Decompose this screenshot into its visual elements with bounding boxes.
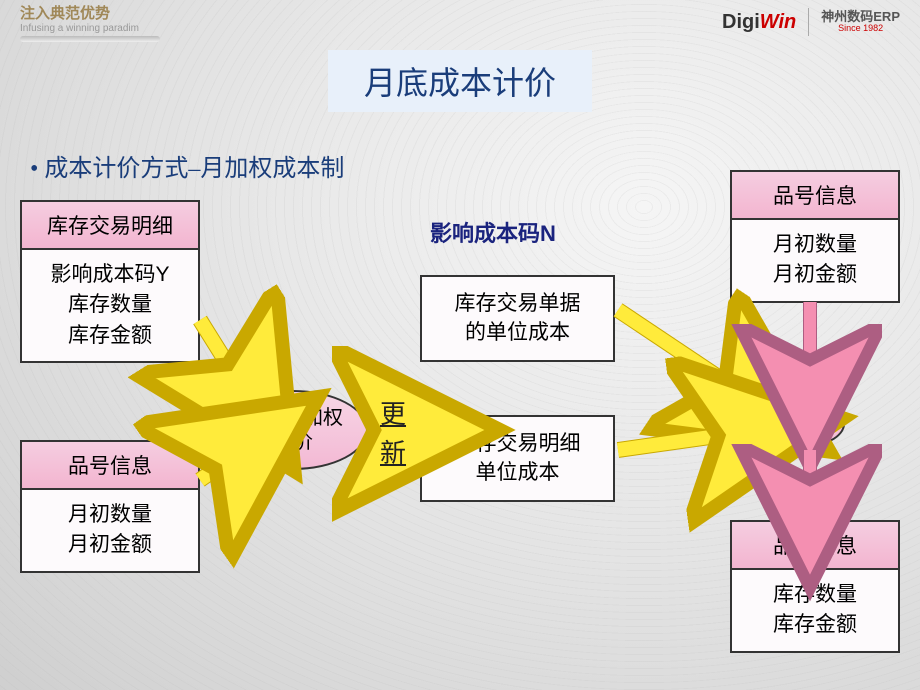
ellipse-label: 运算 [780,412,820,436]
ellipse-calc-weighted: 计算月加权单价 [218,390,368,470]
logo-digiwin: DigiWin [722,11,796,34]
logo-digi: Digi [722,11,760,33]
box-head: 品号信息 [732,522,898,570]
box-detail-unit-cost: 库存交易明细单位成本 [420,415,615,502]
box-body: 库存数量库存金额 [732,570,898,651]
label-update: 更新 [380,395,406,473]
box-body: 月初数量月初金额 [732,220,898,301]
tagline-cn: 注入典范优势 [20,2,722,23]
box-inventory-transaction: 库存交易明细 影响成本码Y库存数量库存金额 [20,200,200,363]
logo-erp-text: 神州数码ERP [821,10,900,24]
header-right: DigiWin 神州数码ERP Since 1982 [722,8,900,36]
header: 注入典范优势 Infusing a winning paradim DigiWi… [0,0,920,44]
tagline-en: Infusing a winning paradim [20,23,722,34]
box-head: 品号信息 [732,172,898,220]
subtitle: 成本计价方式–月加权成本制 [30,148,344,183]
box-head: 品号信息 [22,442,198,490]
logo-erp: 神州数码ERP Since 1982 [821,10,900,34]
header-left: 注入典范优势 Infusing a winning paradim [20,2,722,42]
logo-win: Win [760,11,796,33]
tagline-bar [20,36,160,42]
box-product-info-right-top: 品号信息 月初数量月初金额 [730,170,900,303]
page-title: 月底成本计价 [328,50,592,112]
box-product-info-left: 品号信息 月初数量月初金额 [20,440,200,573]
ellipse-compute: 运算 [755,400,845,448]
box-product-info-right-bottom: 品号信息 库存数量库存金额 [730,520,900,653]
ellipse-label: 计算月加权单价 [243,406,343,454]
box-body: 影响成本码Y库存数量库存金额 [22,250,198,361]
label-affect-n: 影响成本码N [430,217,556,250]
box-body: 月初数量月初金额 [22,490,198,571]
box-head: 库存交易明细 [22,202,198,250]
logo-since: Since 1982 [821,24,900,34]
box-doc-unit-cost: 库存交易单据的单位成本 [420,275,615,362]
divider-icon [808,8,809,36]
